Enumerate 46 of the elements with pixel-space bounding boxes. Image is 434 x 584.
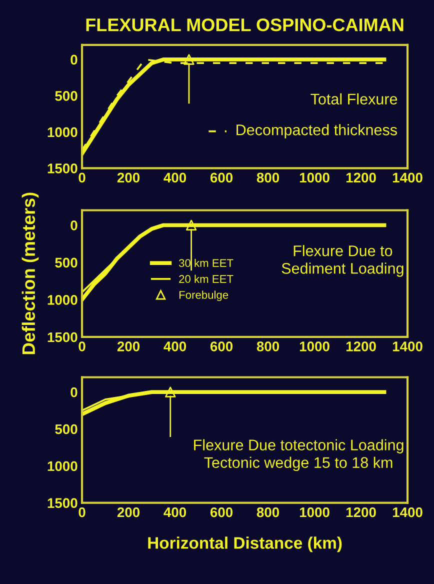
x-tick-label: 600	[210, 507, 233, 518]
x-tick-label: 1400	[392, 172, 422, 183]
y-tick-label: 1500	[48, 498, 78, 508]
x-tick-label: 200	[117, 507, 140, 518]
annotation: Flexure Due to Sediment Loading	[282, 245, 404, 277]
annotation: Total Flexure	[310, 93, 398, 105]
x-tick-label: 1000	[300, 172, 330, 183]
y-tick-label: 0	[70, 387, 78, 398]
x-tick-label: 400	[164, 342, 186, 352]
y-axis-title: Deflection (meters)	[22, 192, 39, 354]
x-tick-label: 1000	[300, 507, 330, 518]
y-tick-label: 0	[70, 54, 78, 65]
x-tick-label: 200	[117, 172, 140, 183]
x-tick-label: 800	[256, 172, 280, 183]
x-tick-label: 400	[164, 507, 186, 518]
y-tick-label: 1500	[48, 164, 78, 174]
x-tick-label: 0	[78, 172, 86, 183]
x-tick-label: 0	[78, 342, 86, 352]
legend-label: Decompacted thickness	[236, 124, 397, 138]
y-tick-label: 1000	[48, 461, 78, 472]
x-tick-label: 800	[256, 507, 280, 518]
x-tick-label: 1400	[392, 342, 422, 352]
chart-title: FLEXURAL MODEL OSPINO-CAIMAN	[86, 18, 404, 32]
x-tick-label: 1200	[346, 507, 376, 518]
x-tick-label: 600	[210, 342, 233, 352]
y-tick-label: 1500	[48, 332, 78, 342]
x-tick-label: 800	[256, 342, 280, 352]
y-tick-label: 1000	[48, 127, 78, 138]
y-tick-label: 1000	[48, 295, 78, 305]
x-tick-label: 1200	[346, 172, 376, 183]
x-tick-label: 1400	[392, 507, 422, 518]
y-tick-label: 0	[70, 220, 78, 230]
legend-label: Forebulge	[179, 290, 228, 302]
x-tick-label: 600	[210, 172, 233, 183]
x-tick-label: 200	[117, 342, 140, 352]
x-tick-label: 1000	[300, 342, 330, 352]
annotation: Flexure Due totectonic Loading Tectonic wedge 15 to 18 km	[194, 439, 404, 472]
x-tick-label: 0	[78, 507, 86, 518]
x-tick-label: 400	[164, 172, 186, 183]
y-tick-label: 500	[55, 424, 78, 434]
legend-label: 20 km EET	[179, 274, 234, 283]
y-tick-label: 500	[55, 258, 78, 268]
x-tick-label: 1200	[346, 342, 376, 352]
y-tick-label: 500	[55, 91, 78, 101]
x-axis-title: Horizontal Distance (km)	[148, 536, 342, 552]
legend-label: 30 km EET	[178, 258, 234, 268]
